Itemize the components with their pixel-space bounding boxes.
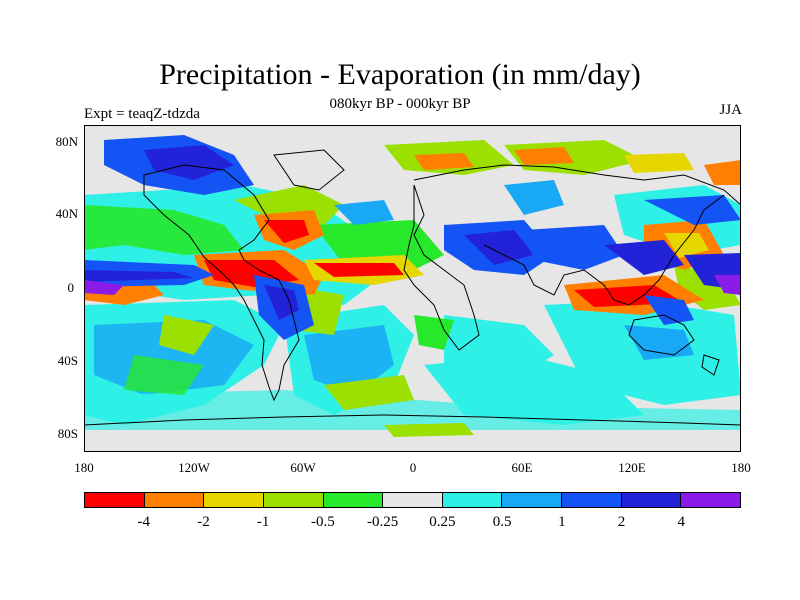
colorbar-label: -2	[197, 514, 210, 530]
colorbar-segment	[502, 493, 563, 507]
x-tick-label: 180	[74, 460, 94, 475]
colorbar-label: 4	[677, 514, 686, 530]
colorbar-label: 0.5	[492, 514, 512, 530]
colorbar-label: 2	[617, 514, 626, 530]
y-tick-label: 80S	[57, 426, 78, 441]
coastlines	[84, 149, 741, 426]
y-tick-label: 80N	[55, 134, 78, 149]
wet-fields	[84, 135, 741, 360]
colorbar-segment	[144, 493, 205, 507]
y-tick-label: 40N	[55, 206, 78, 221]
colorbar	[84, 492, 741, 508]
map-frame	[84, 125, 741, 452]
colorbar-label: -0.25	[367, 514, 399, 530]
colorbar-segment	[204, 493, 264, 507]
colorbar-label: -4	[137, 514, 150, 530]
colorbar-segment	[562, 493, 622, 507]
colorbar-segment	[621, 493, 682, 507]
y-tick-label: 40S	[57, 353, 78, 368]
colorbar-segment	[442, 493, 503, 507]
precip-evap-map	[84, 125, 741, 452]
chart-title: Precipitation - Evaporation (in mm/day)	[159, 58, 641, 91]
x-tick-label: 120W	[178, 460, 210, 475]
experiment-label: Expt = teaqZ-tdzda	[84, 106, 200, 122]
chart-subtitle: 080kyr BP - 000kyr BP	[329, 96, 471, 112]
x-tick-label: 0	[409, 460, 417, 475]
x-tick-label: 60W	[290, 460, 316, 475]
colorbar-segment	[681, 493, 741, 507]
colorbar-label: 1	[558, 514, 566, 530]
colorbar-segment	[323, 493, 384, 507]
colorbar-segment	[383, 493, 443, 507]
x-tick-label: 60E	[511, 460, 533, 475]
y-tick-label: 0	[67, 280, 75, 295]
x-tick-label: 120E	[618, 460, 646, 475]
season-label: JJA	[719, 102, 742, 118]
colorbar-segment	[263, 493, 324, 507]
colorbar-label: 0.25	[429, 514, 456, 530]
colorbar-label: -1	[256, 514, 270, 530]
map-panel	[84, 125, 741, 452]
x-tick-label: 180	[731, 460, 751, 475]
colorbar-segment	[85, 493, 145, 507]
colorbar-label: -0.5	[311, 514, 335, 530]
